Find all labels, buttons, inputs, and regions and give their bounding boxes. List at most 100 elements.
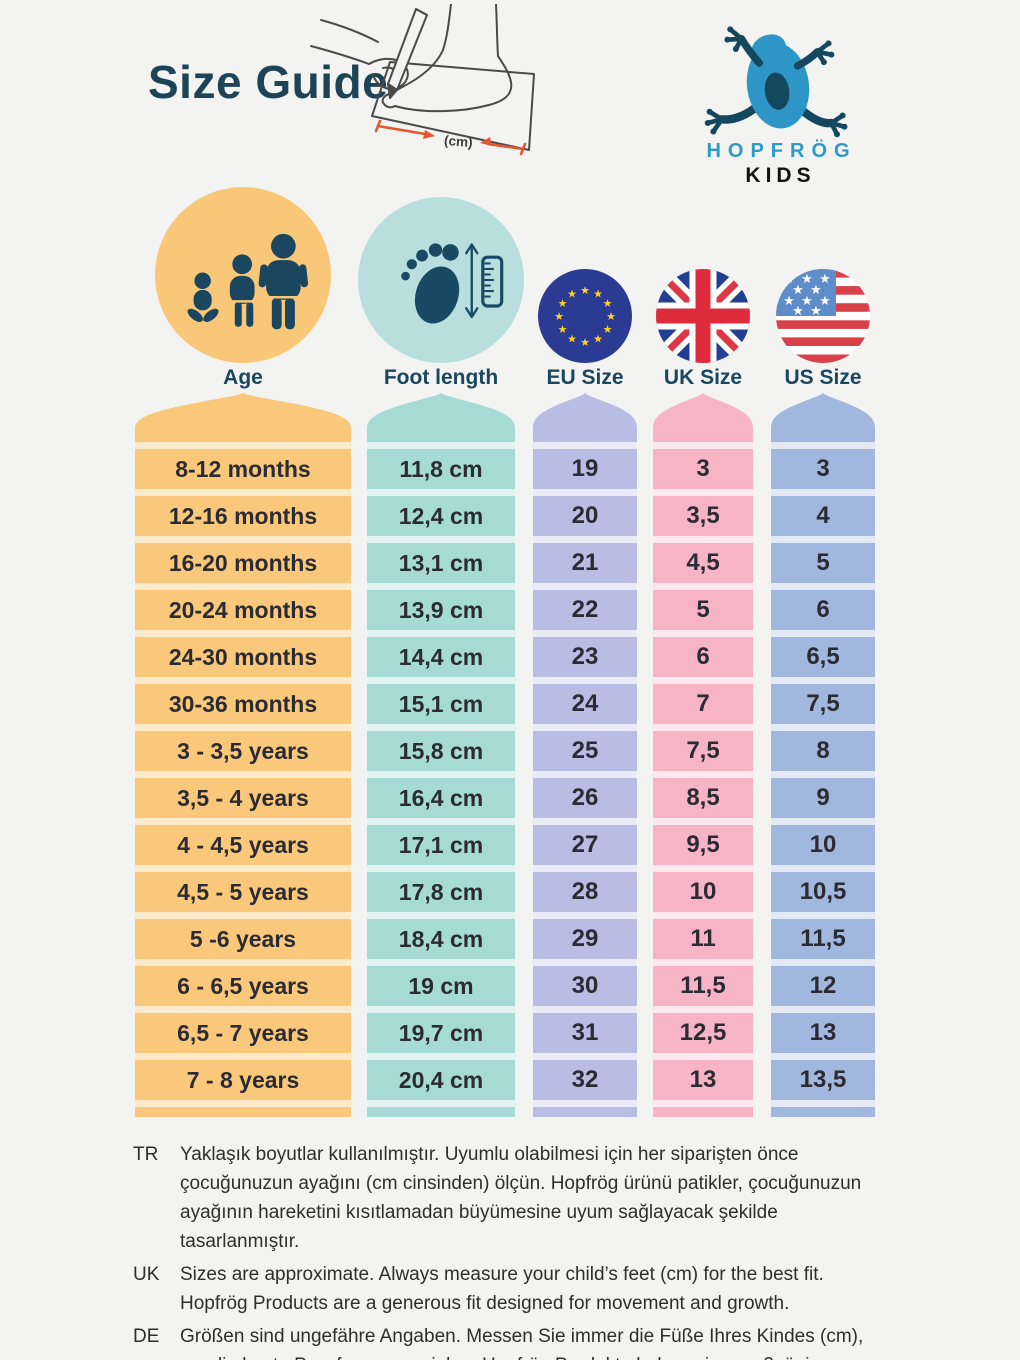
cropped-row-sliver bbox=[653, 1107, 753, 1117]
table-cell-eu: 32 bbox=[533, 1060, 637, 1100]
brand-logo: HOPFRÖG KIDS bbox=[688, 20, 868, 188]
svg-text:★: ★ bbox=[554, 310, 564, 323]
column-label-age: Age bbox=[223, 366, 263, 389]
table-cell-eu: 24 bbox=[533, 684, 637, 724]
table-cell-age: 6,5 - 7 years bbox=[135, 1013, 351, 1053]
eu-flag-icon: ★ ★ ★ ★ ★ ★ ★ ★ ★ ★ ★ ★ bbox=[538, 269, 632, 363]
table-cell-age: 30-36 months bbox=[135, 684, 351, 724]
column-age-rows: 8-12 months 12-16 months 16-20 months 20-24… bbox=[135, 442, 351, 1117]
column-arch bbox=[771, 393, 875, 442]
table-cell-uk: 10 bbox=[653, 872, 753, 912]
table-cell-age: 4 - 4,5 years bbox=[135, 825, 351, 865]
page-title: Size Guide bbox=[148, 56, 389, 108]
svg-text:★: ★ bbox=[783, 294, 795, 309]
cropped-row-sliver bbox=[367, 1107, 515, 1117]
column-label-us-size: US Size bbox=[784, 366, 862, 389]
footnote-label: TR bbox=[133, 1144, 159, 1165]
dimension-tick-right bbox=[519, 142, 527, 156]
svg-text:★: ★ bbox=[603, 297, 613, 310]
table-cell-age: 12-16 months bbox=[135, 496, 351, 536]
table-cell-age: 6 - 6,5 years bbox=[135, 966, 351, 1006]
cropped-row-sliver bbox=[771, 1107, 875, 1117]
foot-icon-badge bbox=[358, 197, 524, 363]
svg-text:★: ★ bbox=[580, 336, 590, 349]
svg-text:★: ★ bbox=[810, 283, 822, 298]
column-label-foot-length: Foot length bbox=[383, 366, 499, 389]
column-age: Age 8-12 months 12-16 months 16-20 months 2… bbox=[135, 187, 351, 1117]
table-cell-foot: 13,1 cm bbox=[367, 543, 515, 583]
svg-text:★: ★ bbox=[792, 304, 804, 319]
svg-text:★: ★ bbox=[819, 294, 831, 309]
table-cell-eu: 20 bbox=[533, 496, 637, 536]
table-cell-foot: 18,4 cm bbox=[367, 919, 515, 959]
column-foot-length: Foot length 11,8 cm 12,4 cm 13,1 cm 13,9 cm… bbox=[358, 195, 524, 1117]
table-cell-eu: 30 bbox=[533, 966, 637, 1006]
svg-text:★: ★ bbox=[580, 284, 590, 297]
svg-text:★: ★ bbox=[558, 323, 568, 336]
cropped-row-sliver bbox=[135, 1107, 351, 1117]
table-cell-uk: 7 bbox=[653, 684, 753, 724]
table-cell-age: 8-12 months bbox=[135, 449, 351, 489]
table-cell-eu: 19 bbox=[533, 449, 637, 489]
table-cell-foot: 12,4 cm bbox=[367, 496, 515, 536]
brand-name: HOPFRÖG bbox=[706, 140, 857, 162]
svg-text:★: ★ bbox=[558, 297, 568, 310]
svg-text:★: ★ bbox=[567, 333, 577, 346]
table-cell-uk: 11 bbox=[653, 919, 753, 959]
table-cell-us: 7,5 bbox=[771, 684, 875, 724]
table-cell-eu: 22 bbox=[533, 590, 637, 630]
table-cell-uk: 11,5 bbox=[653, 966, 753, 1006]
footnotes: TR Yaklaşık boyutlar kullanılmıştır. Uyu… bbox=[133, 1140, 893, 1360]
column-eu-rows: 19 20 21 22 23 24 25 26 27 28 29 30 31 32 bbox=[533, 442, 637, 1117]
table-cell-foot: 20,4 cm bbox=[367, 1060, 515, 1100]
cropped-row-sliver bbox=[533, 1107, 637, 1117]
table-cell-age: 20-24 months bbox=[135, 590, 351, 630]
svg-text:★: ★ bbox=[819, 272, 831, 287]
table-cell-us: 6 bbox=[771, 590, 875, 630]
table-cell-uk: 8,5 bbox=[653, 778, 753, 818]
column-us-rows: 3 4 5 6 6,5 7,5 8 9 10 10,5 11,5 12 13 13,5 bbox=[771, 442, 875, 1117]
table-cell-foot: 13,9 cm bbox=[367, 590, 515, 630]
table-cell-eu: 27 bbox=[533, 825, 637, 865]
table-cell-uk: 4,5 bbox=[653, 543, 753, 583]
frog-logo-icon bbox=[704, 26, 848, 138]
svg-text:★: ★ bbox=[593, 333, 603, 346]
svg-text:★: ★ bbox=[567, 288, 577, 301]
table-cell-eu: 31 bbox=[533, 1013, 637, 1053]
table-cell-age: 5 -6 years bbox=[135, 919, 351, 959]
family-icon bbox=[187, 233, 309, 330]
footnote-uk: UK Sizes are approximate. Always measure… bbox=[133, 1260, 893, 1318]
column-label-uk-size: UK Size bbox=[663, 366, 743, 389]
svg-text:★: ★ bbox=[810, 304, 822, 319]
table-cell-age: 24-30 months bbox=[135, 637, 351, 677]
column-label-eu-size: EU Size bbox=[546, 366, 624, 389]
column-arch bbox=[135, 393, 351, 442]
column-eu-size: ★ ★ ★ ★ ★ ★ ★ ★ ★ ★ ★ ★ EU Size 19 20 21 22 23 24 25 26… bbox=[533, 195, 637, 1117]
table-cell-eu: 23 bbox=[533, 637, 637, 677]
table-cell-eu: 21 bbox=[533, 543, 637, 583]
table-cell-uk: 7,5 bbox=[653, 731, 753, 771]
table-cell-foot: 14,4 cm bbox=[367, 637, 515, 677]
table-cell-age: 4,5 - 5 years bbox=[135, 872, 351, 912]
foot-tracing-illustration: (cm) bbox=[310, 4, 535, 156]
table-cell-us: 12 bbox=[771, 966, 875, 1006]
table-cell-us: 13,5 bbox=[771, 1060, 875, 1100]
column-us-size: ★ ★ ★ ★ ★ ★ ★ ★ ★ ★ US Size 3 4 5 6 6,5 7,5 8 9 10 10,5… bbox=[771, 195, 875, 1117]
table-cell-uk: 13 bbox=[653, 1060, 753, 1100]
svg-text:★: ★ bbox=[792, 283, 804, 298]
age-icon-badge bbox=[155, 187, 331, 363]
table-cell-foot: 16,4 cm bbox=[367, 778, 515, 818]
table-cell-uk: 6 bbox=[653, 637, 753, 677]
brand-subtitle: KIDS bbox=[745, 164, 816, 187]
table-cell-us: 9 bbox=[771, 778, 875, 818]
svg-text:★: ★ bbox=[801, 294, 813, 309]
table-cell-age: 3,5 - 4 years bbox=[135, 778, 351, 818]
table-cell-us: 6,5 bbox=[771, 637, 875, 677]
footnote-label: UK bbox=[133, 1264, 160, 1285]
table-cell-us: 8 bbox=[771, 731, 875, 771]
table-cell-us: 13 bbox=[771, 1013, 875, 1053]
footnote-de: DE Größen sind ungefähre Angaben. Messen… bbox=[133, 1322, 893, 1360]
table-cell-eu: 28 bbox=[533, 872, 637, 912]
svg-text:★: ★ bbox=[603, 323, 613, 336]
